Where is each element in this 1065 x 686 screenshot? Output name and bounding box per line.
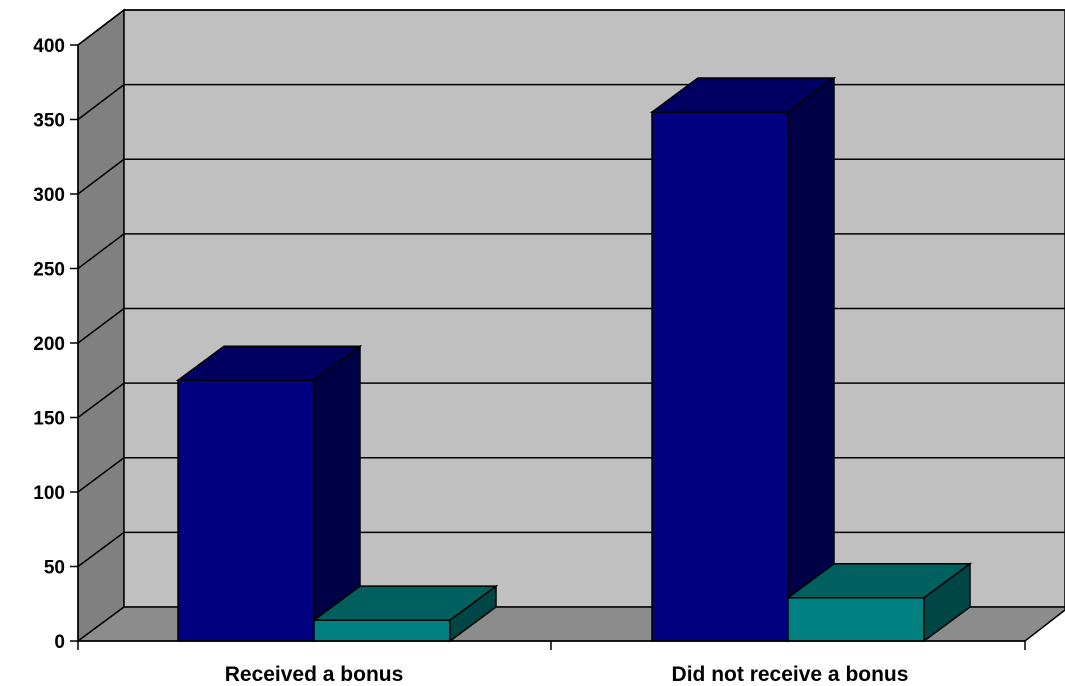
bar xyxy=(311,584,499,643)
y-tick-label: 0 xyxy=(54,632,65,653)
y-tick-label: 400 xyxy=(33,36,65,57)
bar-front-face xyxy=(651,111,789,642)
side-wall-gridline xyxy=(77,457,125,493)
x-category-label-not-received: Did not receive a bonus xyxy=(672,663,909,686)
bar xyxy=(785,562,973,643)
bar xyxy=(649,76,837,643)
bar-top-face xyxy=(175,345,363,381)
y-tick-label: 150 xyxy=(33,409,65,430)
side-wall-gridline xyxy=(77,84,125,121)
side-wall-gridline xyxy=(77,307,125,344)
bar-front-face xyxy=(177,379,315,642)
side-wall-gridline xyxy=(77,531,125,568)
y-tick-label: 100 xyxy=(33,483,65,504)
y-tick-label: 50 xyxy=(44,558,65,579)
y-axis-ticks: 0 50 100 150 200 250 300 350 400 xyxy=(33,36,78,653)
side-wall-gridline xyxy=(77,158,125,195)
y-tick-label: 200 xyxy=(33,334,65,355)
bar-side-face xyxy=(787,76,835,643)
side-wall-gridline xyxy=(77,233,125,270)
bars xyxy=(175,76,973,643)
bar-front-face xyxy=(787,597,925,642)
bar xyxy=(175,344,363,643)
bar-top-face xyxy=(311,585,499,621)
y-tick-label: 300 xyxy=(33,185,65,206)
bar-top-face xyxy=(649,77,837,113)
bar-top-face xyxy=(785,563,973,599)
side-wall-gridline xyxy=(77,382,125,419)
x-axis-ticks: Received a bonus Did not receive a bonus xyxy=(77,641,1026,686)
x-category-label-received: Received a bonus xyxy=(225,663,404,686)
y-tick-label: 350 xyxy=(33,111,65,132)
y-tick-label: 250 xyxy=(33,260,65,281)
side-wall-gridline xyxy=(77,9,125,46)
bar-front-face xyxy=(313,619,451,642)
